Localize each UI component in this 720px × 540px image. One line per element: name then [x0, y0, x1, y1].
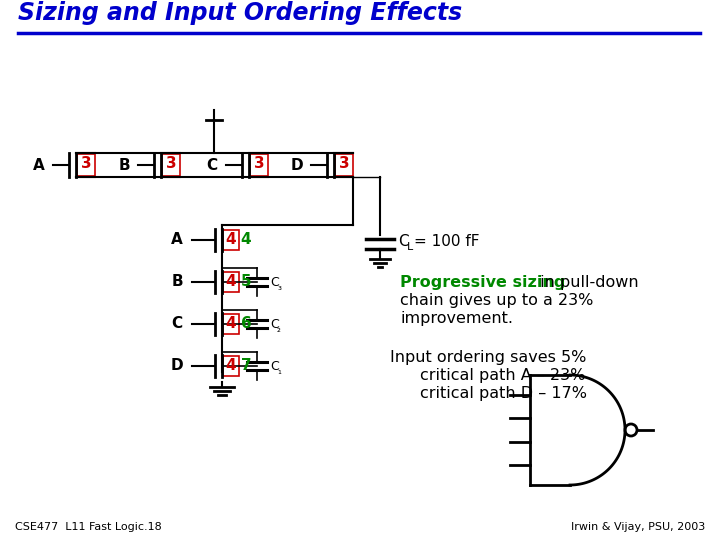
Text: Sizing and Input Ordering Effects: Sizing and Input Ordering Effects	[18, 1, 462, 25]
Bar	[223, 272, 239, 292]
Text: C: C	[398, 234, 409, 249]
Text: A: A	[171, 233, 183, 247]
Bar	[162, 154, 180, 176]
Text: 4: 4	[240, 232, 251, 247]
Text: critical path D – 17%: critical path D – 17%	[420, 386, 587, 401]
Bar	[335, 154, 353, 176]
Text: ₁: ₁	[277, 366, 281, 376]
Text: 4: 4	[225, 358, 236, 373]
Text: 6: 6	[240, 316, 251, 331]
Text: B: B	[171, 274, 183, 289]
Text: L: L	[407, 242, 413, 252]
Text: in pull-down: in pull-down	[535, 275, 639, 290]
Text: Progressive sizing: Progressive sizing	[400, 275, 565, 290]
Bar	[223, 314, 239, 334]
Text: 4: 4	[225, 232, 236, 247]
Text: 3: 3	[166, 157, 176, 172]
Text: C: C	[270, 361, 279, 374]
Text: C: C	[207, 158, 217, 172]
Text: ₂: ₂	[277, 324, 281, 334]
Text: 7: 7	[240, 358, 251, 373]
Text: ₃: ₃	[277, 282, 281, 292]
Text: 4: 4	[225, 316, 236, 331]
Bar	[250, 154, 268, 176]
Text: D: D	[291, 158, 303, 172]
Text: A: A	[33, 158, 45, 172]
Text: CSE477  L11 Fast Logic.18: CSE477 L11 Fast Logic.18	[15, 522, 162, 532]
Text: Input ordering saves 5%: Input ordering saves 5%	[390, 350, 586, 365]
Text: D: D	[171, 359, 184, 374]
Bar	[223, 230, 239, 250]
Text: Irwin & Vijay, PSU, 2003: Irwin & Vijay, PSU, 2003	[571, 522, 705, 532]
Text: B: B	[118, 158, 130, 172]
Bar	[223, 356, 239, 376]
Text: = 100 fF: = 100 fF	[414, 234, 480, 249]
Text: chain gives up to a 23%: chain gives up to a 23%	[400, 293, 593, 308]
Text: C: C	[171, 316, 183, 332]
Text: 3: 3	[338, 157, 349, 172]
Text: critical path A – 23%: critical path A – 23%	[420, 368, 585, 383]
Text: 3: 3	[81, 157, 91, 172]
Text: 3: 3	[253, 157, 264, 172]
Bar	[77, 154, 95, 176]
Text: C: C	[270, 319, 279, 332]
Text: 5: 5	[240, 274, 251, 289]
Text: improvement.: improvement.	[400, 311, 513, 326]
Text: C: C	[270, 276, 279, 289]
Text: 4: 4	[225, 274, 236, 289]
